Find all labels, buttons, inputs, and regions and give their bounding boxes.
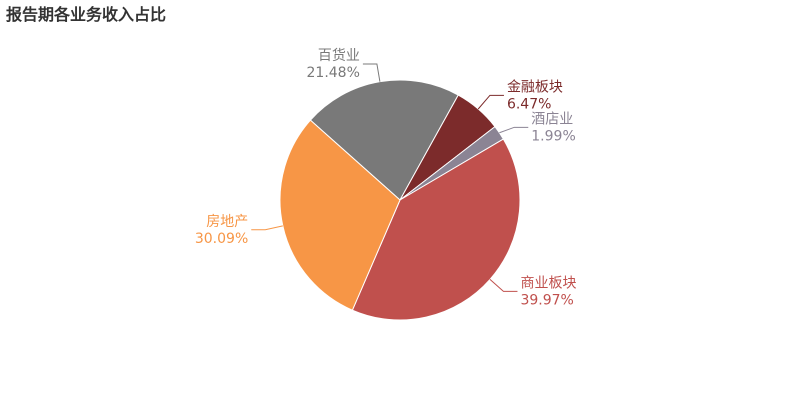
value-label: 1.99%	[531, 128, 575, 144]
leader-line	[477, 94, 504, 110]
slice-label: 金融板块	[507, 79, 563, 95]
leader-line	[489, 279, 518, 292]
leader-line	[362, 63, 381, 82]
slice-label: 房地产	[206, 214, 248, 230]
pie-slice	[279, 119, 401, 311]
slice-label: 百货业	[318, 47, 360, 64]
value-label: 39.97%	[520, 292, 573, 308]
leader-line	[251, 225, 283, 231]
value-label: 30.09%	[195, 231, 248, 247]
value-label: 6.47%	[507, 96, 551, 112]
slice-label: 酒店业	[531, 111, 573, 127]
slice-label: 商业板块	[520, 275, 576, 291]
value-label: 21.48%	[307, 65, 360, 81]
leader-line	[499, 126, 529, 134]
chart-title: 报告期各业务收入占比	[6, 5, 166, 24]
pie-slice	[351, 138, 521, 321]
